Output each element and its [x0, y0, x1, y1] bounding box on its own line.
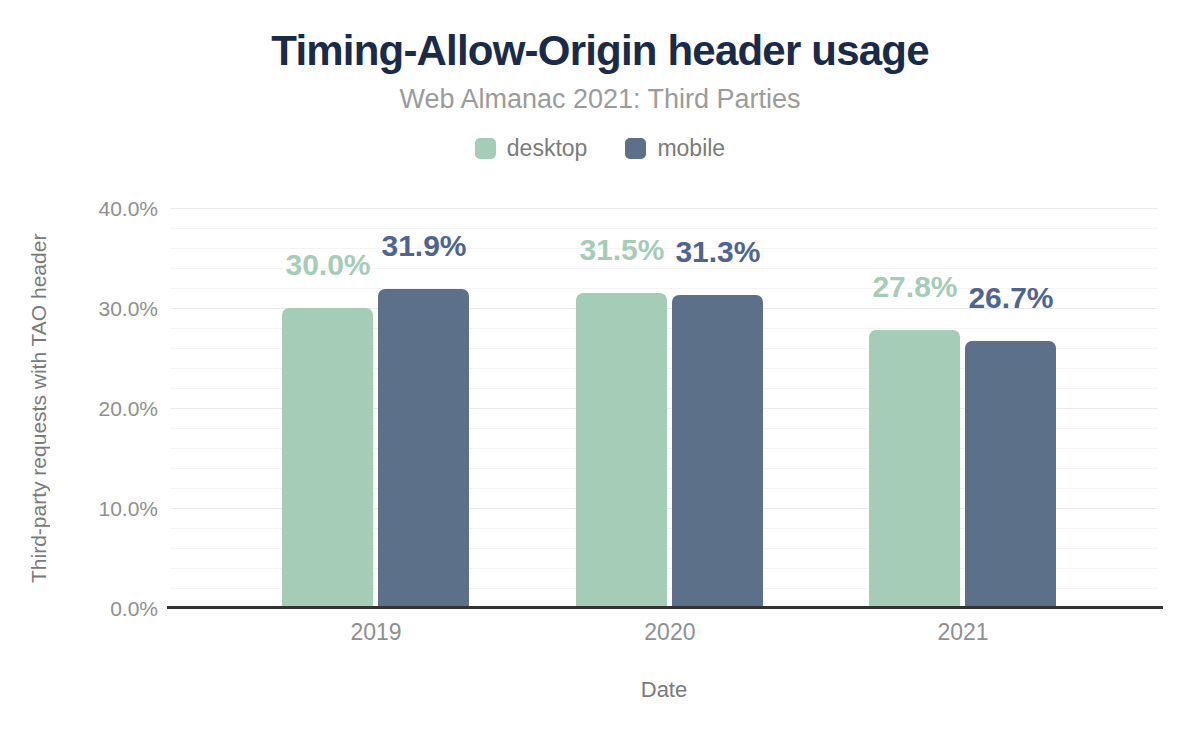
legend-item-desktop: desktop — [475, 137, 588, 160]
data-label-desktop-2021: 27.8% — [872, 272, 957, 302]
chart-legend: desktop mobile — [0, 137, 1200, 160]
legend-label: desktop — [507, 137, 588, 160]
bar-group-2019: 30.0%31.9% — [282, 208, 469, 608]
data-label-mobile-2020: 31.3% — [675, 237, 760, 267]
legend-item-mobile: mobile — [625, 137, 725, 160]
data-label-mobile-2021: 26.7% — [968, 283, 1053, 313]
bar-group-2021: 27.8%26.7% — [869, 208, 1056, 608]
x-axis-title: Date — [170, 679, 1158, 701]
data-label-desktop-2019: 30.0% — [285, 250, 370, 280]
bar-desktop-2020: 31.5% — [576, 293, 667, 608]
legend-swatch-desktop — [475, 138, 496, 159]
y-tick-label: 30.0% — [56, 298, 158, 319]
bar-group-2020: 31.5%31.3% — [576, 208, 763, 608]
plot-area: 30.0%31.9%31.5%31.3%27.8%26.7% — [170, 208, 1158, 608]
x-tick-label-2019: 2019 — [296, 621, 456, 644]
x-tick-label-2020: 2020 — [590, 621, 750, 644]
x-tick-label-2021: 2021 — [883, 621, 1043, 644]
legend-swatch-mobile — [625, 138, 646, 159]
bar-mobile-2020: 31.3% — [672, 295, 763, 608]
bar-desktop-2021: 27.8% — [869, 330, 960, 608]
bar-desktop-2019: 30.0% — [282, 308, 373, 608]
y-tick-label: 0.0% — [56, 598, 158, 619]
bar-mobile-2021: 26.7% — [965, 341, 1056, 608]
y-axis-title: Third-party requests with TAO header — [26, 208, 52, 608]
data-label-mobile-2019: 31.9% — [381, 231, 466, 261]
legend-label: mobile — [657, 137, 725, 160]
chart-title: Timing-Allow-Origin header usage — [0, 0, 1200, 74]
chart-figure: Timing-Allow-Origin header usage Web Alm… — [0, 0, 1200, 742]
y-tick-label: 20.0% — [56, 398, 158, 419]
data-label-desktop-2020: 31.5% — [579, 235, 664, 265]
y-tick-label: 10.0% — [56, 498, 158, 519]
bar-mobile-2019: 31.9% — [378, 289, 469, 608]
x-axis-line — [167, 606, 1163, 609]
y-tick-label: 40.0% — [56, 198, 158, 219]
chart-subtitle: Web Almanac 2021: Third Parties — [0, 85, 1200, 115]
